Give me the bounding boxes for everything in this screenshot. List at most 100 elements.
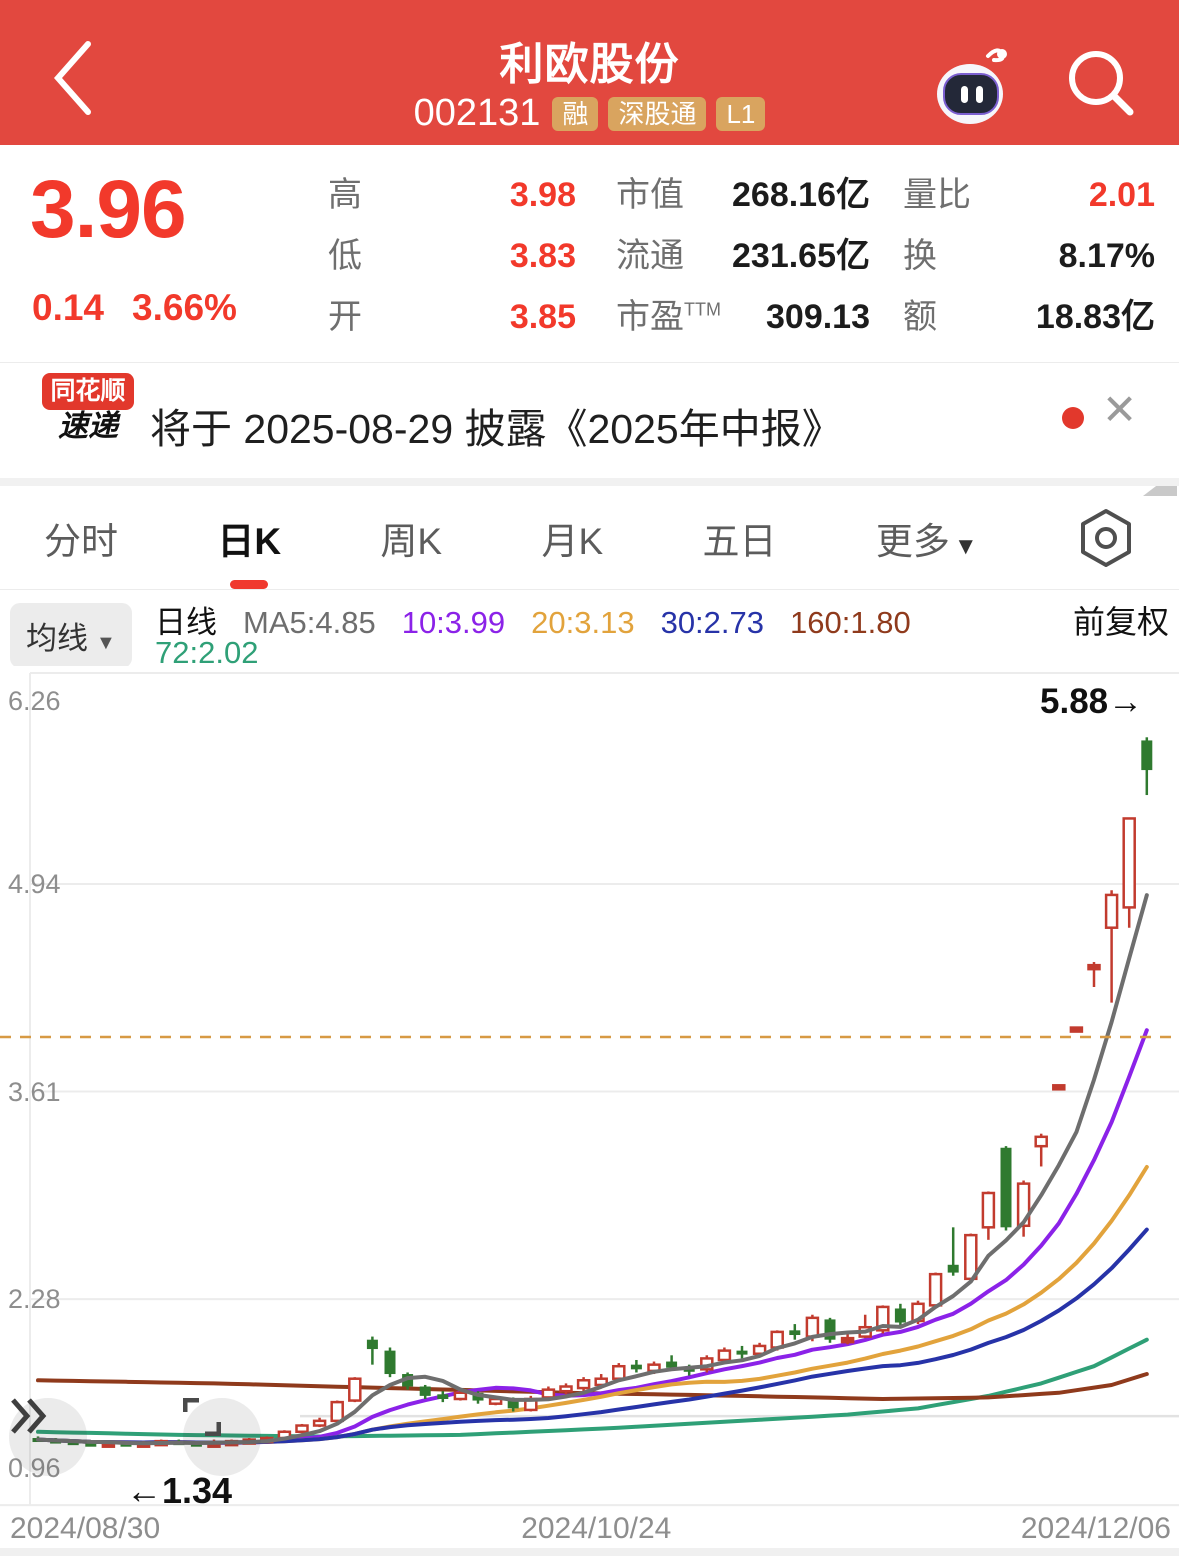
- quote-row: 换 8.17%: [903, 228, 1155, 289]
- stock-badge: L1: [716, 96, 766, 131]
- change-percent: 3.66%: [132, 287, 237, 328]
- quote-value: 3.98: [509, 176, 576, 214]
- chart-settings-icon[interactable]: [1077, 507, 1135, 569]
- quote-value: 231.65亿: [732, 237, 870, 275]
- candle: [858, 1314, 872, 1339]
- quote-col-3: 量比 2.01 换 8.17% 额 18.83亿: [903, 167, 1155, 350]
- x-axis-date-label: 2024/08/30: [10, 1512, 161, 1545]
- search-icon[interactable]: [1062, 44, 1142, 124]
- quote-row: 额 18.83亿: [903, 289, 1155, 350]
- tab-日K[interactable]: 日K: [217, 493, 281, 589]
- ths-logo-express: 速递: [58, 410, 118, 443]
- y-axis-label: 2.28: [8, 1284, 61, 1315]
- region-select-button[interactable]: [183, 1398, 261, 1476]
- active-tab-underline: [230, 579, 269, 589]
- quote-value: 309.13: [766, 298, 870, 336]
- quote-col-2: 市值 268.16亿流通 231.65亿 市盈TTM 309.13: [616, 167, 870, 350]
- candle: [576, 1377, 591, 1392]
- news-flash-bar[interactable]: 同花顺 速递 将于 2025-08-29 披露《2025年中报》 ✕: [0, 363, 1179, 478]
- stock-badges: 融深股通 L1: [552, 96, 766, 131]
- candle: [348, 1377, 362, 1403]
- ma-legend-item: 30:2.73: [660, 605, 765, 640]
- quote-label: 市盈TTM: [616, 298, 721, 336]
- candle: [1087, 962, 1101, 987]
- candle: [981, 1191, 996, 1240]
- adjust-mode-label[interactable]: 前复权: [1072, 604, 1169, 640]
- ma-legend-item: 20:3.13: [531, 605, 635, 640]
- candle: [840, 1333, 855, 1345]
- candle: [1034, 1133, 1048, 1167]
- candle: [1104, 890, 1119, 1003]
- candle: [419, 1384, 431, 1399]
- candle: [1016, 1180, 1031, 1237]
- candle: [789, 1324, 801, 1340]
- quote-label: 市值: [616, 176, 684, 214]
- quote-label: 换: [903, 237, 937, 275]
- tab-周K[interactable]: 周K: [380, 520, 443, 562]
- candle: [437, 1391, 449, 1403]
- app-header: 利欧股份 002131 融深股通 L1: [0, 0, 1179, 145]
- candle: [384, 1347, 396, 1378]
- candle: [824, 1317, 836, 1343]
- stock-badge: 深股通: [608, 96, 707, 131]
- quote-row: 市值 268.16亿: [616, 167, 870, 228]
- unread-dot: [1062, 407, 1084, 429]
- ma-legend-row: 均线 ▼ 日线 MA5:4.85 10:3.99 20:3.13 30:2.73 160:1…: [0, 591, 1179, 672]
- candle: [947, 1227, 959, 1276]
- candle: [876, 1305, 890, 1334]
- candle: [295, 1423, 309, 1434]
- candle: [1069, 1026, 1084, 1033]
- ths-logo-bubble: 同花顺: [42, 373, 134, 410]
- candle: [1000, 1146, 1012, 1231]
- back-icon[interactable]: [48, 38, 96, 118]
- period-label: 日线: [155, 605, 217, 640]
- candle: [559, 1383, 573, 1395]
- ma-values-line2: 72:2.02: [155, 635, 258, 671]
- stock-name-title: 利欧股份: [499, 40, 680, 89]
- fast-scroll-button[interactable]: [9, 1398, 87, 1476]
- price-change: 0.14 3.66%: [32, 287, 265, 329]
- candle: [736, 1345, 748, 1359]
- quote-label: 高: [328, 176, 362, 214]
- quote-label: 量比: [903, 176, 971, 214]
- quote-label: 开: [328, 298, 362, 336]
- ma-dropdown-button[interactable]: 均线 ▼: [10, 603, 132, 668]
- tab-五日[interactable]: 五日: [702, 520, 777, 562]
- candle: [894, 1303, 906, 1326]
- stock-code: 002131: [413, 92, 541, 134]
- quote-row: 市盈TTM 309.13: [616, 289, 870, 350]
- quote-panel[interactable]: 3.96 0.14 3.66% 高 3.98 低 3.83 开 3.85 市值 268.16亿…: [0, 145, 1179, 496]
- assistant-robot-icon[interactable]: [928, 42, 1014, 128]
- quote-label: 低: [328, 237, 362, 275]
- quote-label: 额: [903, 298, 937, 336]
- candle: [1141, 737, 1153, 796]
- ma-legend-item: 10:3.99: [401, 605, 506, 640]
- close-news-icon[interactable]: ✕: [1102, 386, 1138, 433]
- tab-月K[interactable]: 月K: [541, 520, 604, 562]
- candle: [402, 1372, 414, 1390]
- double-chevron-right-icon: [11, 1398, 47, 1434]
- quote-value: 2.01: [1088, 176, 1155, 214]
- candle: [366, 1336, 378, 1365]
- ma-legend-item: 72:2.02: [155, 635, 259, 670]
- news-text[interactable]: 将于 2025-08-29 披露《2025年中报》: [150, 406, 843, 452]
- quote-value: 8.17%: [1058, 237, 1155, 275]
- kline-canvas[interactable]: [0, 666, 1179, 1556]
- quote-value: 3.85: [509, 298, 576, 336]
- high-price-annotation: 5.88→: [1040, 682, 1144, 721]
- quote-value: 3.83: [509, 237, 576, 275]
- x-axis-date-label: 2024/12/06: [1020, 1512, 1171, 1545]
- ma-line-ma5: [36, 893, 1149, 1446]
- candle: [1122, 817, 1136, 928]
- tab-更多[interactable]: 更多 ▼: [875, 520, 978, 562]
- next-section-edge: [0, 1548, 1179, 1556]
- ma-legend-item: MA5:4.85: [243, 605, 376, 640]
- quote-row: 高 3.98: [328, 167, 576, 228]
- tab-分时[interactable]: 分时: [44, 520, 118, 562]
- low-price-annotation: ←1.34: [126, 1470, 233, 1511]
- quote-label: 流通: [616, 237, 684, 275]
- ma-dropdown-label: 均线: [26, 621, 88, 656]
- y-axis-label: 0.96: [8, 1453, 61, 1484]
- ths-express-logo: 同花顺 速递: [38, 373, 138, 443]
- quote-label-sup: TTM: [684, 299, 721, 320]
